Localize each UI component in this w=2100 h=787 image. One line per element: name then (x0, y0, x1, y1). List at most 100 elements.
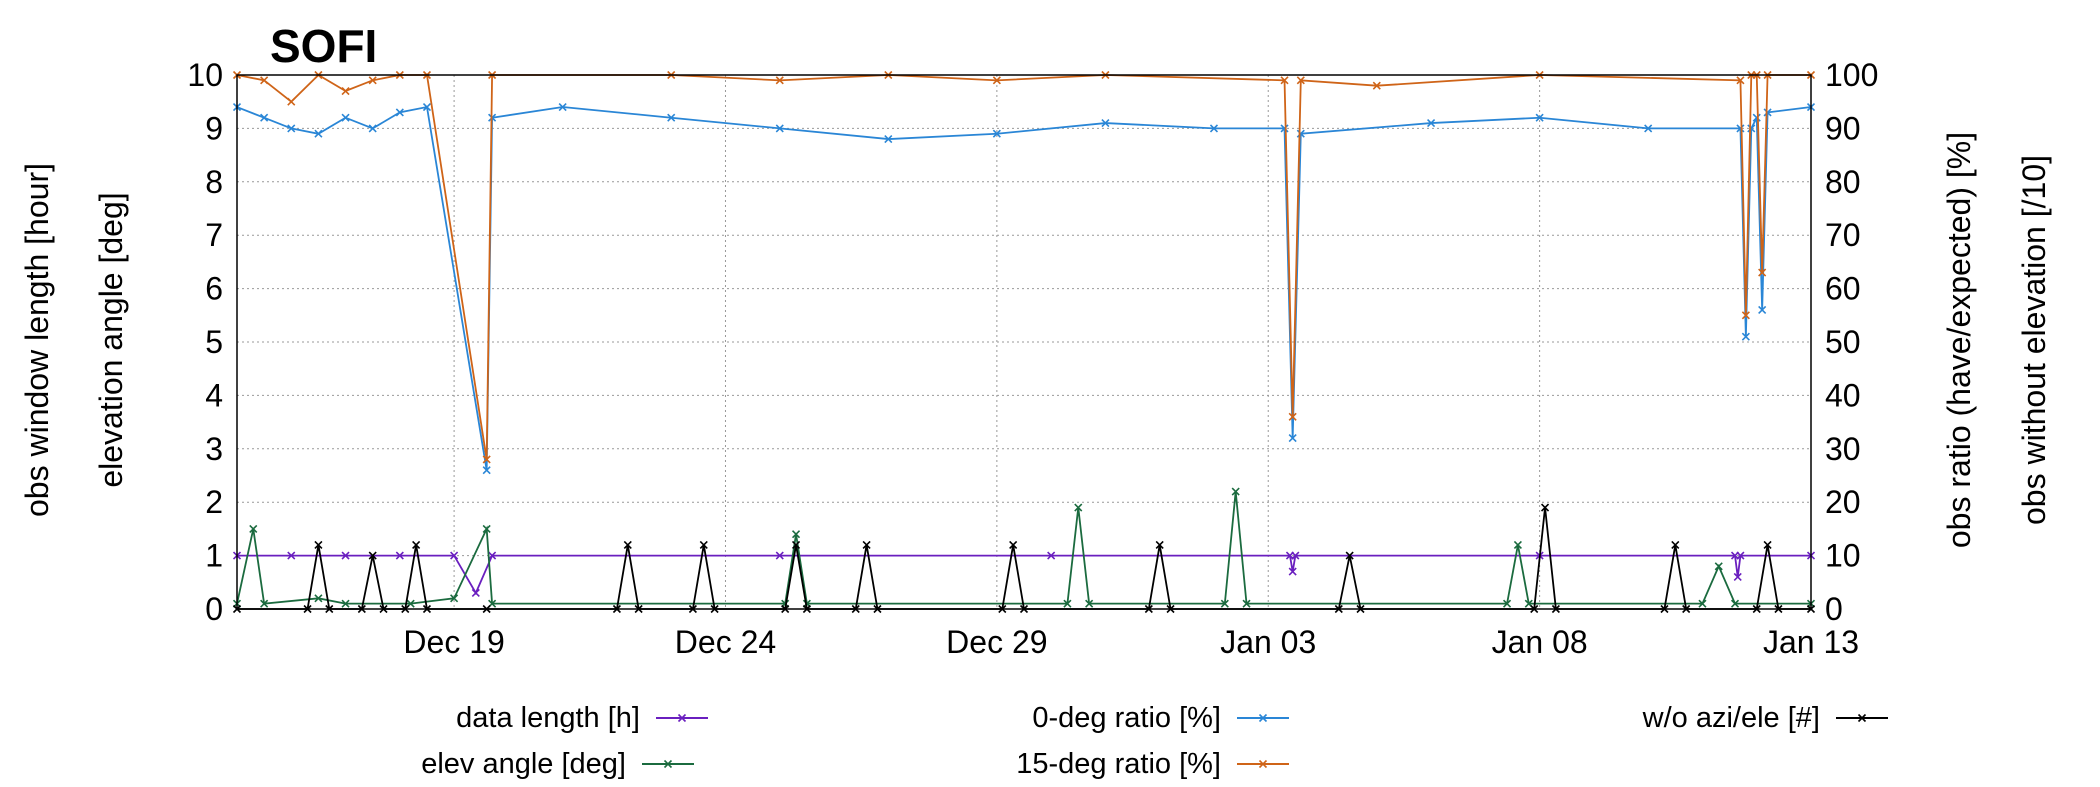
data-point (775, 124, 784, 133)
y-left-tick-label: 8 (205, 164, 223, 200)
y-right-tick-label: 90 (1825, 110, 1861, 146)
data-point (287, 551, 296, 560)
y-right-label-outer: obs without elevation [/10] (2016, 155, 2052, 525)
data-point (992, 129, 1001, 138)
data-point (1857, 713, 1867, 723)
series-data_length (232, 551, 1816, 598)
legend-label: 15-deg ratio [%] (1016, 748, 1221, 780)
data-point (260, 113, 269, 122)
data-point (482, 524, 491, 533)
x-tick-label: Jan 13 (1763, 624, 1859, 660)
data-point (1747, 124, 1756, 133)
series-line (236, 73, 1811, 460)
data-point (482, 455, 491, 464)
legend-label: elev angle [deg] (421, 748, 626, 780)
data-point (1758, 268, 1767, 277)
y-left-label-outer: obs window length [hour] (19, 163, 55, 517)
data-point (699, 540, 708, 549)
y-right-tick-label: 60 (1825, 271, 1861, 307)
data-point (412, 540, 421, 549)
y-left-tick-label: 9 (205, 110, 223, 146)
data-point (1730, 599, 1740, 608)
y-right-label-inner: obs ratio (have/expected) [%] (1941, 132, 1977, 548)
legend-item-no_azi: w/o azi/ele [#] (1642, 702, 1888, 734)
data-point (1736, 76, 1745, 85)
data-point (1258, 759, 1268, 769)
x-tick-label: Jan 08 (1492, 624, 1588, 660)
data-point (775, 551, 784, 560)
data-point (1209, 124, 1219, 133)
data-point (1242, 599, 1251, 608)
data-point (1047, 551, 1056, 560)
legend-item-data_length: data length [h] (456, 702, 708, 734)
y-left-tick-label: 6 (205, 271, 223, 307)
data-point (1502, 599, 1512, 608)
data-point (623, 540, 632, 549)
data-point (314, 540, 323, 549)
data-point (260, 599, 269, 608)
x-tick-label: Dec 29 (946, 624, 1047, 660)
series-layer (232, 70, 1816, 614)
data-point (471, 588, 480, 598)
y-right-tick-label: 20 (1825, 484, 1861, 520)
y-left-tick-label: 1 (205, 538, 223, 574)
data-point (287, 97, 296, 106)
data-point (1296, 129, 1305, 138)
data-point (450, 551, 459, 560)
data-point (1741, 332, 1750, 341)
data-point (1288, 412, 1297, 421)
legend-label: data length [h] (456, 702, 640, 734)
plot-frame (236, 74, 1812, 610)
data-point (1671, 540, 1680, 549)
legend-label: w/o azi/ele [#] (1642, 702, 1820, 734)
y-left-tick-label: 5 (205, 324, 223, 360)
data-point (667, 113, 676, 122)
legend-label: 0-deg ratio [%] (1032, 702, 1221, 734)
legend: data length [h] elev angle [deg] 0-deg rat… (421, 702, 1888, 780)
data-point (791, 540, 801, 549)
y-left-tick-label: 0 (205, 591, 223, 627)
data-point (1736, 551, 1745, 560)
data-point (341, 551, 350, 560)
data-point (1758, 305, 1767, 315)
data-point (663, 759, 673, 769)
data-point (1372, 81, 1381, 90)
data-point (1736, 124, 1745, 133)
y-right-tick-label: 80 (1825, 164, 1861, 200)
data-point (1540, 503, 1550, 512)
data-point (1427, 118, 1436, 128)
data-point (1085, 599, 1094, 608)
series-no_azi (232, 503, 1816, 614)
y-left-label-inner: elevation angle [deg] (93, 192, 129, 487)
data-point (1733, 572, 1742, 582)
data-point (1535, 113, 1544, 122)
y-left-tick-label: 10 (187, 57, 223, 93)
data-point (287, 124, 296, 133)
data-point (314, 129, 323, 138)
data-point (341, 113, 350, 122)
data-point (1752, 113, 1761, 122)
data-point (249, 524, 258, 533)
data-point (884, 135, 893, 144)
y-right-tick-label: 10 (1825, 538, 1861, 574)
x-tick-label: Jan 03 (1220, 624, 1316, 660)
data-point (992, 76, 1001, 85)
y-right-tick-label: 100 (1825, 57, 1878, 93)
data-point (1231, 487, 1240, 496)
chart-title: SOFI (270, 20, 377, 72)
data-point (1009, 540, 1018, 549)
x-tick-label: Dec 24 (675, 624, 776, 660)
data-point (558, 102, 567, 112)
data-point (1074, 503, 1083, 512)
legend-item-ratio15: 15-deg ratio [%] (1016, 748, 1289, 780)
y-right-tick-label: 40 (1825, 377, 1861, 413)
data-point (1741, 311, 1750, 320)
data-point (488, 551, 497, 560)
y-left-tick-label: 4 (205, 377, 223, 413)
data-point (1101, 118, 1110, 128)
data-point (1280, 124, 1289, 133)
y-left-tick-label: 2 (205, 484, 223, 520)
data-point (368, 76, 377, 85)
data-point (1280, 76, 1289, 85)
